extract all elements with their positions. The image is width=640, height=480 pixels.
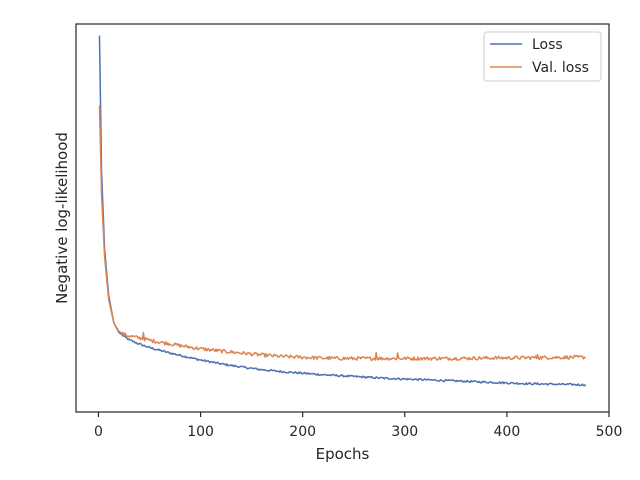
x-tick-label: 200 <box>289 424 316 440</box>
x-axis-ticks: 0 100 200 300 400 500 <box>94 412 622 440</box>
y-axis-label: Negative log-likelihood <box>53 132 71 304</box>
series-line-val-loss <box>98 105 586 361</box>
series-layer <box>98 35 587 387</box>
x-tick-label: 400 <box>494 424 521 440</box>
x-axis-label: Epochs <box>316 445 370 463</box>
x-tick-label: 500 <box>596 424 623 440</box>
x-tick-label: 100 <box>187 424 214 440</box>
plot-frame <box>75 23 610 413</box>
x-tick-label: 300 <box>391 424 418 440</box>
x-tick-label: 0 <box>94 424 103 440</box>
series-line-loss <box>98 35 587 387</box>
legend-label-loss: Loss <box>532 37 563 53</box>
legend: Loss Val. loss <box>483 31 602 82</box>
legend-label-val-loss: Val. loss <box>532 60 589 76</box>
